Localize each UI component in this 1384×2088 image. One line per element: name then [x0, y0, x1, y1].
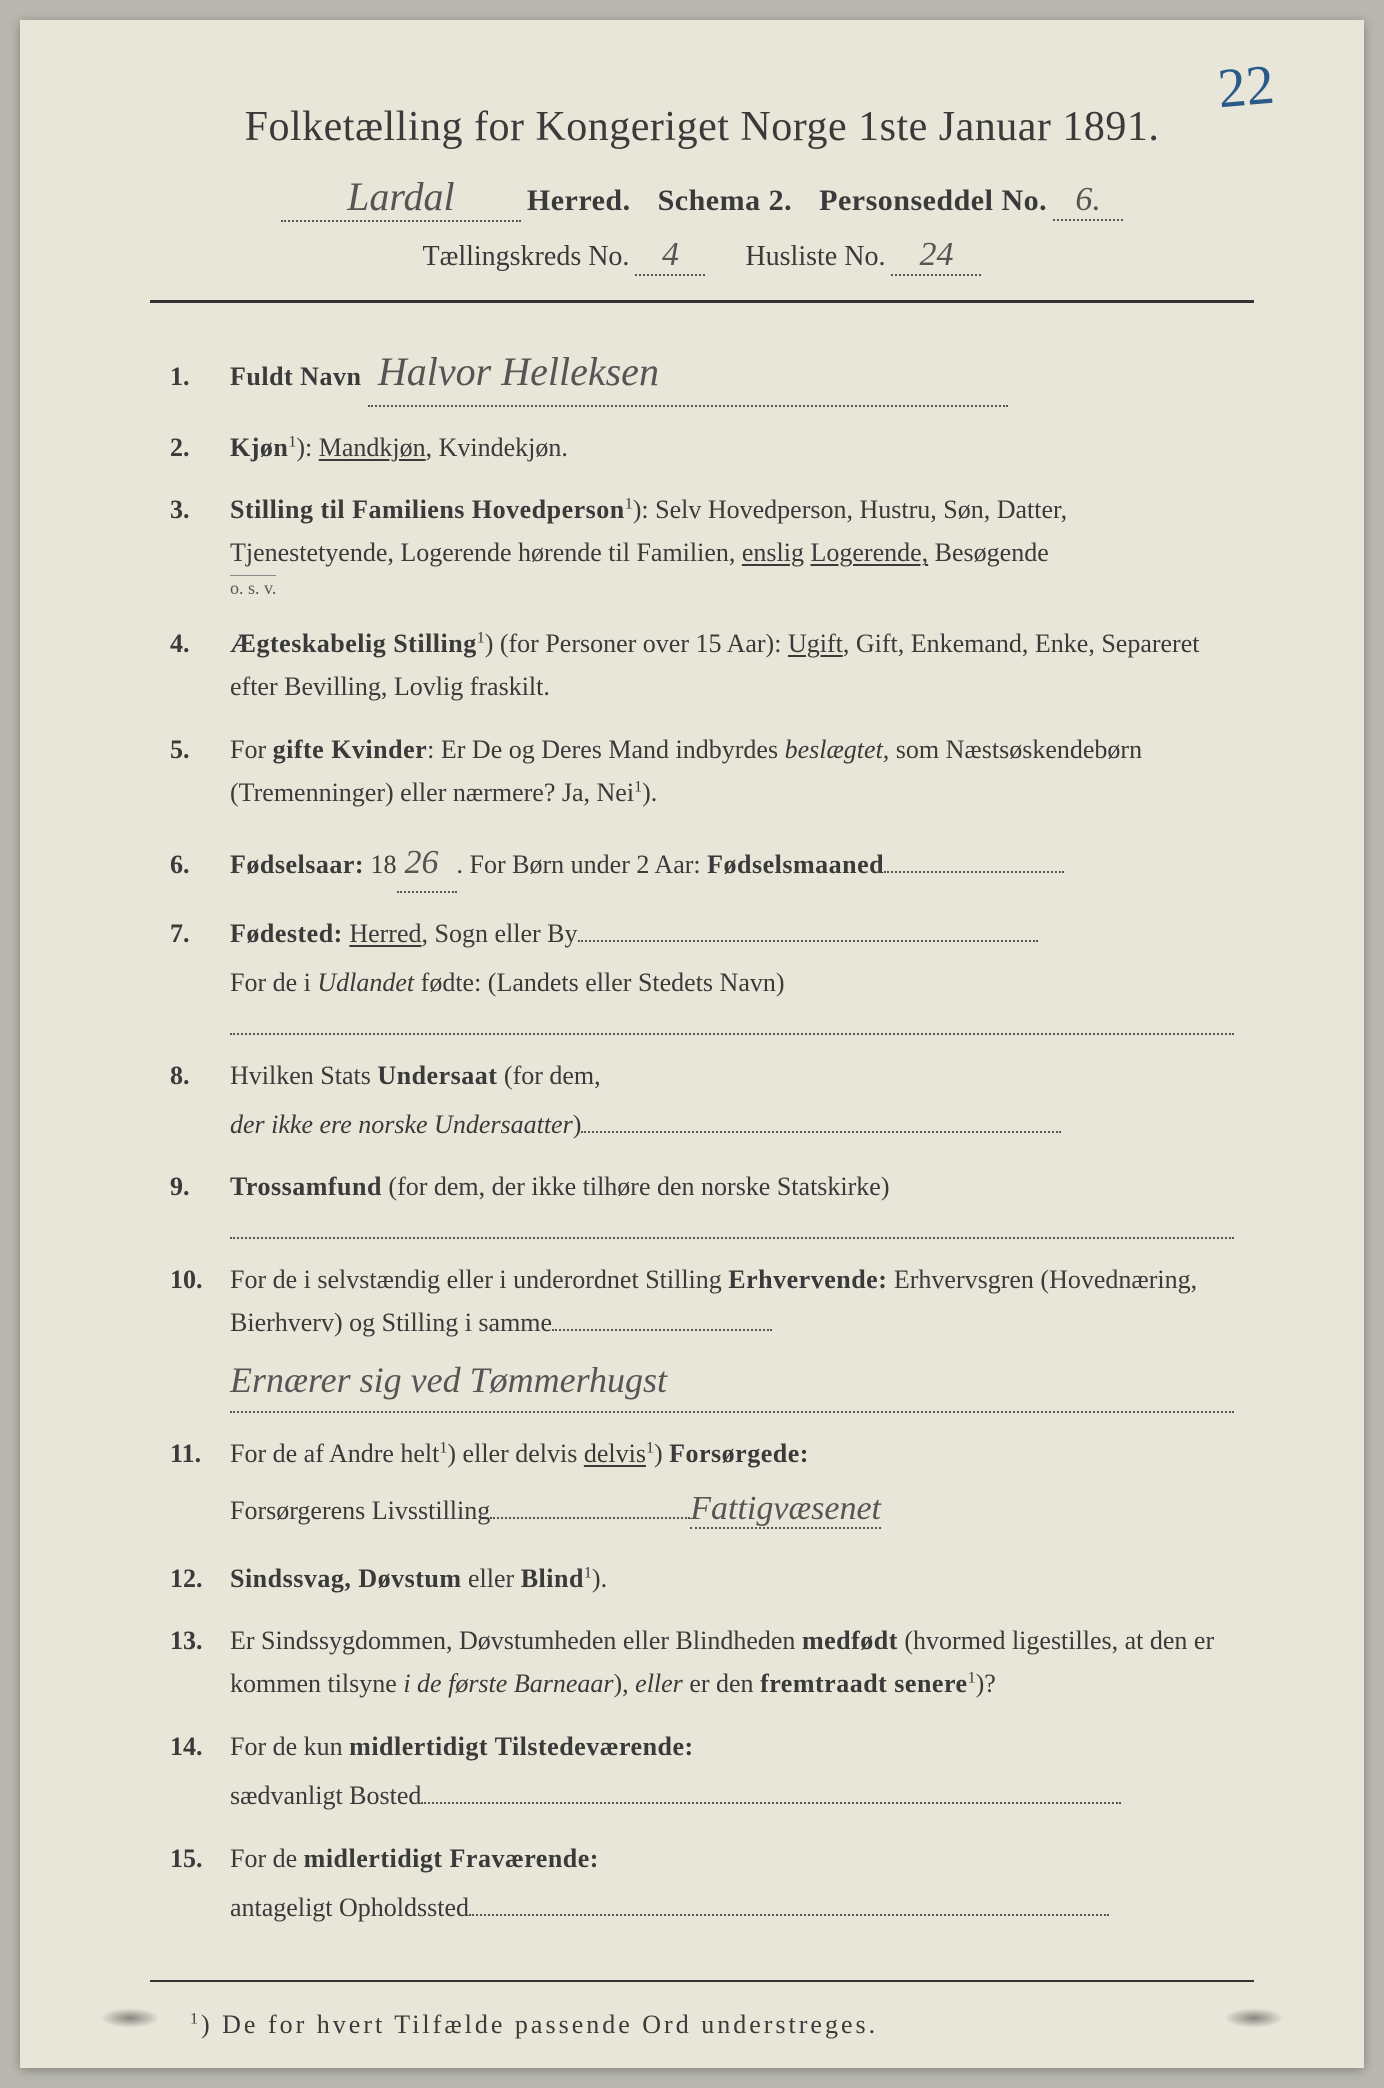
- label-kjon: Kjøn: [230, 433, 288, 462]
- row-7-cont: For de i Udlandet fødte: (Landets eller …: [230, 962, 1234, 1035]
- row-num: 8.: [170, 1055, 230, 1098]
- herred-value: Lardal: [347, 174, 454, 219]
- row-3: 3. Stilling til Familiens Hovedperson1):…: [170, 489, 1234, 575]
- fodested-field: [578, 940, 1038, 942]
- label-maaned: Fødselsmaaned: [707, 850, 884, 879]
- year-value: 26: [405, 844, 439, 881]
- maaned-field: [884, 871, 1064, 873]
- row-13: 13. Er Sindssygdommen, Døvstumheden elle…: [170, 1620, 1234, 1706]
- row-11: 11. For de af Andre helt1) eller delvis …: [170, 1433, 1234, 1476]
- opholds-field: [469, 1914, 1109, 1916]
- row-6: 6. Fødselsaar: 1826. For Børn under 2 Aa…: [170, 835, 1234, 893]
- row-num: 3.: [170, 489, 230, 532]
- label-fodselsaar: Fødselsaar:: [230, 850, 364, 879]
- label-gifte: gifte Kvinder: [273, 735, 428, 764]
- herred-label: Herred.: [527, 184, 631, 218]
- row-10: 10. For de i selvstændig eller i underor…: [170, 1259, 1234, 1345]
- row-14-cont: sædvanligt Bosted: [230, 1775, 1234, 1818]
- page-number: 22: [1215, 53, 1276, 122]
- stilling-u2: Logerende,: [810, 538, 928, 567]
- row-num: 7.: [170, 913, 230, 956]
- kreds-line: Tællingskreds No. 4 Husliste No. 24: [150, 236, 1254, 276]
- header-rule: [150, 300, 1254, 303]
- stilling-u1: enslig: [742, 538, 804, 567]
- label-navn: Fuldt Navn: [230, 362, 361, 391]
- label-undersaat: Undersaat: [377, 1061, 497, 1090]
- tros-field: [230, 1215, 1234, 1239]
- herred-line: Lardal Herred. Schema 2. Personseddel No…: [150, 173, 1254, 222]
- row-num: 13.: [170, 1620, 230, 1663]
- row-8-cont: der ikke ere norske Undersaatter): [230, 1104, 1234, 1147]
- row-num: 12.: [170, 1558, 230, 1601]
- row-7: 7. Fødested: Herred, Sogn eller By: [170, 913, 1234, 956]
- row-num: 1.: [170, 356, 230, 399]
- row-15-cont: antageligt Opholdssted: [230, 1887, 1234, 1930]
- husliste-value: 24: [919, 236, 953, 273]
- row-num: 11.: [170, 1433, 230, 1476]
- row-11-cont: Forsørgerens LivsstillingFattigvæsenet: [230, 1481, 1234, 1537]
- row-10-hw: Ernærer sig ved Tømmerhugst: [230, 1351, 1234, 1412]
- row-num: 10.: [170, 1259, 230, 1302]
- aegte-selected: Ugift: [788, 629, 843, 658]
- fodested-selected: Herred: [349, 919, 421, 948]
- form-body: 1. Fuldt Navn Halvor Helleksen 2. Kjøn1)…: [150, 339, 1254, 1930]
- row-1: 1. Fuldt Navn Halvor Helleksen: [170, 339, 1234, 407]
- label-sinds: Sindssvag, Døvstum: [230, 1564, 462, 1593]
- personseddel-value: 6.: [1075, 181, 1101, 218]
- undersaat-field: [581, 1131, 1061, 1133]
- row-num: 14.: [170, 1726, 230, 1769]
- row-8: 8. Hvilken Stats Undersaat (for dem,: [170, 1055, 1234, 1098]
- label-forsorg: Forsørgede:: [669, 1439, 809, 1468]
- row-num: 5.: [170, 729, 230, 772]
- form-title: Folketælling for Kongeriget Norge 1ste J…: [150, 100, 1254, 155]
- label-fodested: Fødested:: [230, 919, 343, 948]
- row-12: 12. Sindssvag, Døvstum eller Blind1).: [170, 1558, 1234, 1601]
- osv: o. s. v.: [230, 575, 276, 599]
- row-9-cont: [230, 1215, 1234, 1239]
- label-tros: Trossamfund: [230, 1172, 382, 1201]
- bosted-field: [421, 1802, 1121, 1804]
- value-navn: Halvor Helleksen: [378, 349, 659, 394]
- row-9: 9. Trossamfund (for dem, der ikke tilhør…: [170, 1166, 1234, 1209]
- husliste-label: Husliste No.: [745, 241, 885, 273]
- erhverv-value: Ernærer sig ved Tømmerhugst: [230, 1351, 1234, 1412]
- row-4: 4. Ægteskabelig Stilling1) (for Personer…: [170, 623, 1234, 709]
- row-num: 15.: [170, 1838, 230, 1881]
- footnote: 1) De for hvert Tilfælde passende Ord un…: [150, 2010, 1254, 2040]
- footnote-rule: [150, 1980, 1254, 1982]
- row-num: 2.: [170, 427, 230, 470]
- forsorg-value: Fattigvæsenet: [690, 1490, 881, 1529]
- kreds-label: Tællingskreds No.: [423, 241, 630, 273]
- row-14: 14. For de kun midlertidigt Tilstedevære…: [170, 1726, 1234, 1769]
- udlandet-field: [230, 1011, 1234, 1035]
- personseddel-label: Personseddel No.: [819, 184, 1047, 218]
- label-stilling: Stilling til Familiens Hovedperson: [230, 495, 625, 524]
- smudge-icon: [1224, 2008, 1284, 2028]
- label-fravaer: midlertidigt Fraværende:: [304, 1844, 599, 1873]
- form-header: Folketælling for Kongeriget Norge 1ste J…: [150, 100, 1254, 276]
- schema-label: Schema 2.: [658, 184, 793, 218]
- row-5: 5. For gifte Kvinder: Er De og Deres Man…: [170, 729, 1234, 815]
- kreds-value: 4: [662, 236, 679, 273]
- row-2: 2. Kjøn1): Mandkjøn, Kvindekjøn.: [170, 427, 1234, 470]
- row-num: 6.: [170, 844, 230, 887]
- row-15: 15. For de midlertidigt Fraværende:: [170, 1838, 1234, 1881]
- label-erhverv: Erhvervende:: [728, 1265, 887, 1294]
- kjon-selected: Mandkjøn: [319, 433, 426, 462]
- label-aegte: Ægteskabelig Stilling: [230, 629, 477, 658]
- row-num: 9.: [170, 1166, 230, 1209]
- erhverv-field1: [552, 1329, 772, 1331]
- row-num: 4.: [170, 623, 230, 666]
- census-form-page: 22 Folketælling for Kongeriget Norge 1st…: [20, 20, 1364, 2068]
- smudge-icon: [100, 2008, 160, 2028]
- label-tilstede: midlertidigt Tilstedeværende:: [349, 1732, 694, 1761]
